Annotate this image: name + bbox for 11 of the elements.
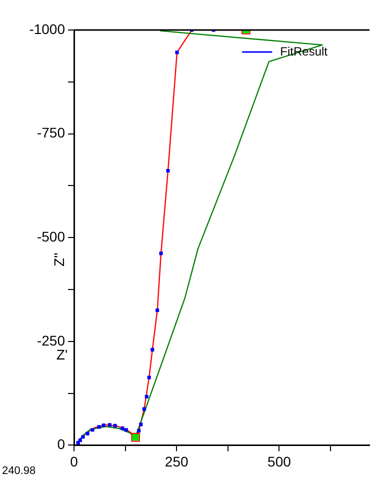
y-tick-label: -500 — [36, 228, 66, 244]
y-tick-label: -250 — [36, 332, 66, 348]
y-tick-label: 0 — [57, 436, 66, 452]
y-tick-label: -1000 — [29, 20, 66, 37]
x-axis-title: Z' — [56, 346, 68, 362]
text: 240.98 — [2, 465, 36, 477]
y-axis-title: Z'' — [50, 252, 67, 267]
x-tick-label: 500 — [268, 453, 292, 470]
x-tick-label: 0 — [70, 453, 78, 470]
x-tick-label: 250 — [164, 453, 188, 470]
y-tick-label: -750 — [36, 124, 66, 141]
